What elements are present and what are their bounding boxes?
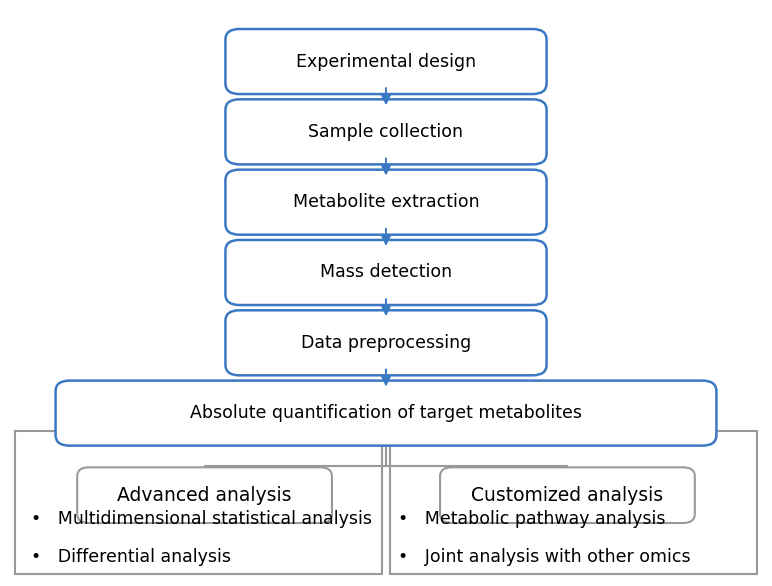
- Text: Data preprocessing: Data preprocessing: [301, 334, 471, 352]
- Text: Sample collection: Sample collection: [309, 123, 463, 141]
- Text: Mass detection: Mass detection: [320, 264, 452, 281]
- FancyBboxPatch shape: [225, 99, 547, 164]
- Bar: [15, 431, 382, 574]
- Text: •   Metabolic pathway analysis: • Metabolic pathway analysis: [398, 510, 665, 527]
- Text: Metabolite extraction: Metabolite extraction: [293, 193, 479, 211]
- FancyBboxPatch shape: [225, 240, 547, 305]
- Text: Experimental design: Experimental design: [296, 53, 476, 70]
- Text: Advanced analysis: Advanced analysis: [117, 486, 292, 505]
- Text: •   Differential analysis: • Differential analysis: [31, 548, 231, 565]
- FancyBboxPatch shape: [77, 468, 332, 523]
- FancyBboxPatch shape: [225, 170, 547, 234]
- FancyBboxPatch shape: [225, 29, 547, 94]
- Text: •   Joint analysis with other omics: • Joint analysis with other omics: [398, 548, 690, 565]
- Text: Absolute quantification of target metabolites: Absolute quantification of target metabo…: [190, 404, 582, 422]
- Text: •   Multidimensional statistical analysis: • Multidimensional statistical analysis: [31, 510, 372, 527]
- FancyBboxPatch shape: [440, 468, 695, 523]
- FancyBboxPatch shape: [56, 381, 716, 445]
- Text: Customized analysis: Customized analysis: [472, 486, 663, 505]
- FancyBboxPatch shape: [225, 311, 547, 376]
- Bar: [390, 431, 757, 574]
